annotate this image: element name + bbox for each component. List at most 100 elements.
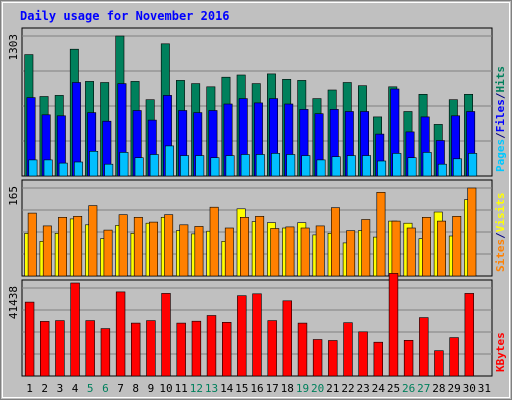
bar-kbytes-day-12 <box>191 320 202 377</box>
bar-sites-day-26 <box>406 227 416 277</box>
bar-sites-day-27 <box>421 217 431 277</box>
bar-sites-day-12 <box>194 226 204 277</box>
bar-sites-day-16 <box>255 216 265 277</box>
x-tick-label-day-21: 21 <box>326 382 339 395</box>
legend: Pages/Files/Hits <box>494 66 507 172</box>
bar-pages-day-28 <box>437 163 447 177</box>
bar-sites-day-25 <box>391 220 401 277</box>
x-tick-label-day-28: 28 <box>432 382 445 395</box>
bar-sites-day-23 <box>361 219 371 277</box>
legend-entry: / <box>494 232 507 239</box>
bar-kbytes-day-13 <box>206 315 217 377</box>
axis-max-label: 165 <box>7 186 20 206</box>
x-tick-label-day-26: 26 <box>402 382 415 395</box>
bar-sites-day-7 <box>118 214 128 277</box>
chart-panels: 1303Pages/Files/Hits165Sites/Visits41438… <box>7 27 507 377</box>
x-tick-label-day-2: 2 <box>41 382 48 395</box>
bar-sites-day-15 <box>240 217 249 277</box>
x-tick-label-day-30: 30 <box>463 382 476 395</box>
bar-pages-day-21 <box>331 156 341 177</box>
legend-entry: / <box>494 132 507 139</box>
bar-pages-day-6 <box>104 163 114 177</box>
bar-kbytes-day-17 <box>267 320 277 377</box>
legend-entry: Sites <box>494 239 507 272</box>
x-tick-label-day-7: 7 <box>117 382 124 395</box>
legend-entry: Visits <box>494 193 507 233</box>
bar-pages-day-23 <box>362 155 371 177</box>
bar-kbytes-day-7 <box>115 291 126 377</box>
legend-entry: KBytes <box>494 332 507 372</box>
axis-max-label: 1303 <box>7 34 20 61</box>
panel-kbytes: 41438 KBytes <box>7 273 507 377</box>
x-tick-label-day-1: 1 <box>26 382 33 395</box>
series-files <box>26 82 476 177</box>
bar-kbytes-day-28 <box>434 350 444 377</box>
x-tick-label-day-5: 5 <box>87 382 94 395</box>
bar-pages-day-25 <box>392 153 402 177</box>
bar-sites-day-24 <box>376 192 386 277</box>
x-tick-label-day-18: 18 <box>281 382 294 395</box>
bar-pages-day-3 <box>58 162 68 177</box>
bar-kbytes-day-18 <box>282 300 292 377</box>
bar-sites-day-30 <box>467 187 477 277</box>
bar-kbytes-day-9 <box>146 320 156 377</box>
bar-sites-day-10 <box>164 214 174 277</box>
bar-kbytes-day-29 <box>449 337 459 377</box>
series-pages <box>28 145 478 177</box>
bar-pages-day-20 <box>316 159 326 177</box>
bar-pages-day-27 <box>422 152 432 177</box>
bar-kbytes-day-30 <box>464 293 474 377</box>
bar-sites-day-13 <box>209 206 219 277</box>
bar-kbytes-day-16 <box>252 293 262 377</box>
x-tick-label-day-29: 29 <box>447 382 460 395</box>
bar-pages-day-18 <box>286 154 296 177</box>
bar-pages-day-4 <box>74 161 83 177</box>
bar-kbytes-day-25 <box>388 273 399 377</box>
bar-pages-day-7 <box>119 152 129 177</box>
x-tick-label-day-14: 14 <box>220 382 234 395</box>
x-tick-label-day-9: 9 <box>148 382 155 395</box>
x-tick-label-day-27: 27 <box>417 382 430 395</box>
x-tick-label-day-8: 8 <box>132 382 139 395</box>
bar-kbytes-day-6 <box>100 328 111 377</box>
bar-pages-day-2 <box>43 159 53 177</box>
x-tick-label-day-4: 4 <box>72 382 79 395</box>
bar-sites-day-4 <box>73 216 83 277</box>
bar-pages-day-29 <box>452 158 462 177</box>
x-tick-label-day-25: 25 <box>387 382 400 395</box>
bar-kbytes-day-22 <box>343 322 353 377</box>
legend-entry: Files <box>494 99 507 132</box>
bar-kbytes-day-26 <box>403 339 414 377</box>
bar-kbytes-day-11 <box>176 322 186 377</box>
bar-sites-day-3 <box>58 217 68 277</box>
x-tick-label-day-17: 17 <box>266 382 279 395</box>
bar-sites-day-14 <box>224 227 234 277</box>
panel-visits-sites: 165 Sites/Visits <box>7 179 507 277</box>
legend-entry: Hits <box>494 66 507 93</box>
bar-pages-day-26 <box>407 157 417 177</box>
bar-sites-day-17 <box>270 228 280 277</box>
bar-pages-day-12 <box>195 155 205 177</box>
bar-kbytes-day-14 <box>222 321 232 377</box>
x-axis-tick-labels: 1 2 3 4 5 6 7 8 9 10 11 12 13 14 15 16 17 18 19 20 21 22 23 24 2… <box>26 382 491 395</box>
bar-pages-day-14 <box>225 155 235 177</box>
x-tick-label-day-31: 31 <box>478 382 491 395</box>
bar-pages-day-22 <box>346 155 356 177</box>
x-tick-label-day-20: 20 <box>311 382 324 395</box>
bar-pages-day-15 <box>240 154 250 177</box>
x-tick-label-day-13: 13 <box>205 382 218 395</box>
bar-kbytes-day-3 <box>55 320 65 377</box>
bar-pages-day-1 <box>28 159 38 177</box>
bar-pages-day-30 <box>468 153 478 177</box>
series-sites <box>27 187 477 277</box>
bar-kbytes-day-2 <box>39 321 50 377</box>
x-tick-label-day-6: 6 <box>102 382 109 395</box>
bar-sites-day-29 <box>452 216 462 277</box>
bar-pages-day-19 <box>301 155 311 177</box>
bar-pages-day-17 <box>271 153 280 177</box>
bar-sites-day-19 <box>300 227 310 277</box>
bar-kbytes-day-24 <box>373 341 383 377</box>
bar-kbytes-day-20 <box>312 339 323 377</box>
